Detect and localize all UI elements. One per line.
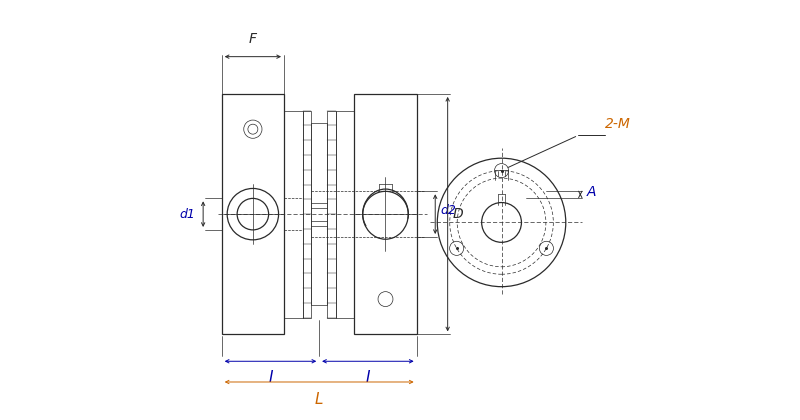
- Text: F: F: [249, 32, 257, 46]
- Text: D: D: [453, 207, 463, 221]
- Text: I: I: [268, 370, 273, 386]
- Text: L: L: [315, 392, 323, 407]
- Bar: [336, 110, 354, 318]
- Bar: [311, 123, 327, 305]
- Bar: [302, 110, 311, 318]
- Bar: [222, 94, 284, 334]
- Bar: [327, 110, 336, 318]
- Bar: [354, 94, 417, 334]
- Text: I: I: [366, 370, 370, 386]
- Text: d1: d1: [180, 207, 196, 220]
- Text: d2: d2: [440, 204, 456, 216]
- Text: 2-M: 2-M: [605, 117, 631, 131]
- Bar: [284, 110, 302, 318]
- Text: A: A: [586, 185, 596, 200]
